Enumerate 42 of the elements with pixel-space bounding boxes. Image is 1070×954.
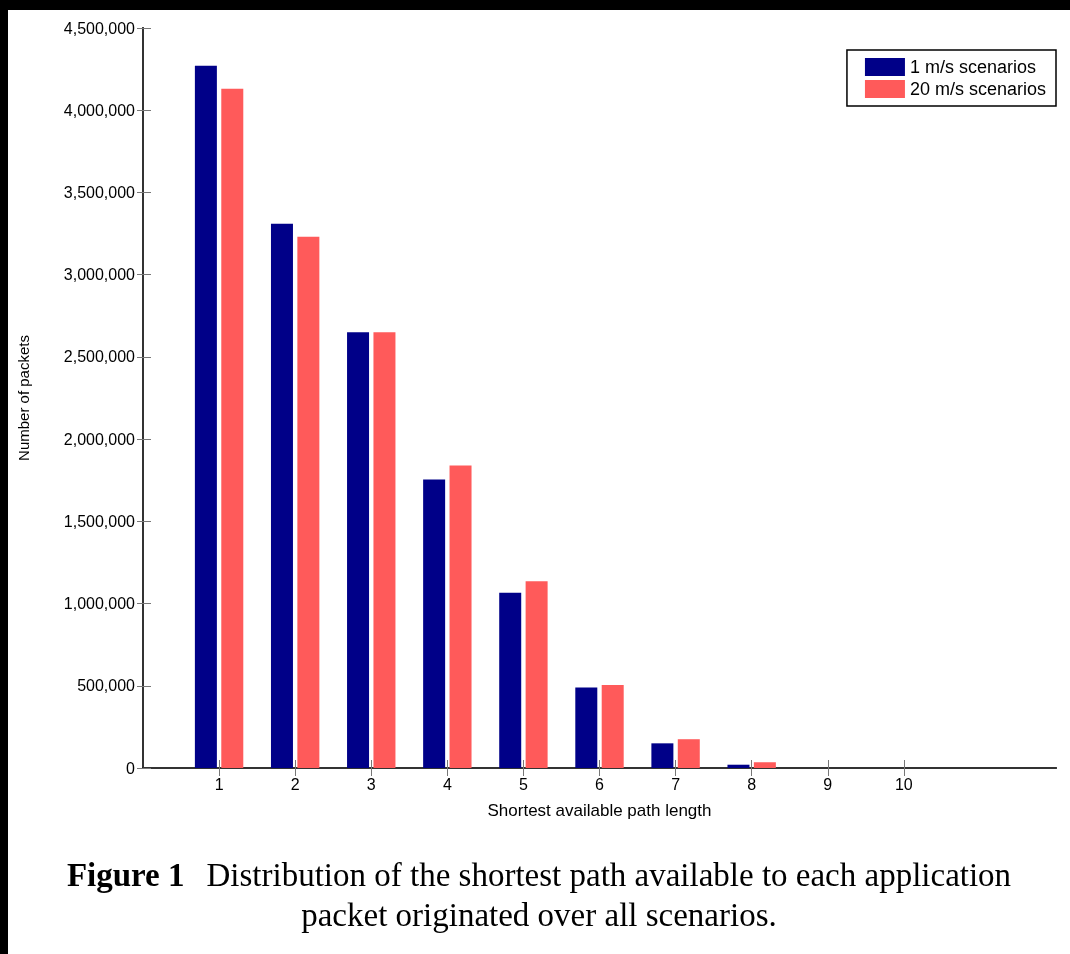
bar	[601, 684, 624, 768]
legend-label: 1 m/s scenarios	[909, 57, 1036, 77]
y-tick-label: 0	[126, 759, 136, 777]
bar	[194, 65, 217, 768]
x-tick-label: 7	[671, 775, 681, 793]
bar	[753, 762, 776, 768]
y-axis-title: Number of packets	[15, 335, 32, 461]
y-tick-label: 3,500,000	[63, 183, 136, 201]
x-tick-label: 9	[823, 775, 833, 793]
bar	[677, 739, 700, 768]
y-tick-label: 1,000,000	[63, 595, 136, 613]
y-tick-label: 4,500,000	[63, 19, 136, 37]
bar	[499, 592, 522, 768]
x-tick-label: 10	[894, 775, 913, 793]
bar	[347, 332, 370, 768]
x-tick-label: 6	[595, 775, 605, 793]
bar	[270, 223, 293, 768]
bar	[651, 743, 674, 768]
x-tick-label: 3	[366, 775, 376, 793]
bar	[373, 332, 396, 768]
x-tick-label: 5	[518, 775, 528, 793]
caption: Figure 1	[66, 857, 185, 893]
bar	[575, 687, 598, 768]
y-tick-label: 500,000	[77, 677, 136, 695]
text: Distribution of the shortest path available to each application packet originated over all scenarios.	[206, 857, 1012, 933]
bar	[297, 236, 320, 768]
bar	[449, 465, 472, 768]
x-axis-title: Shortest available path length	[487, 801, 712, 820]
y-tick-label: 2,000,000	[63, 430, 136, 448]
x-tick-label: 2	[290, 775, 300, 793]
bar	[727, 764, 750, 768]
x-tick-label: 8	[747, 775, 757, 793]
y-tick-label: 1,500,000	[63, 512, 136, 530]
y-tick-label: 4,000,000	[63, 101, 136, 119]
bar	[423, 479, 446, 768]
bar	[221, 88, 244, 768]
x-tick-label: 4	[442, 775, 452, 793]
y-tick-label: 3,000,000	[63, 266, 136, 284]
bar	[525, 581, 548, 768]
y-tick-label: 2,500,000	[63, 348, 136, 366]
x-tick-label: 1	[214, 775, 224, 793]
legend-label: 20 m/s scenarios	[909, 79, 1047, 99]
